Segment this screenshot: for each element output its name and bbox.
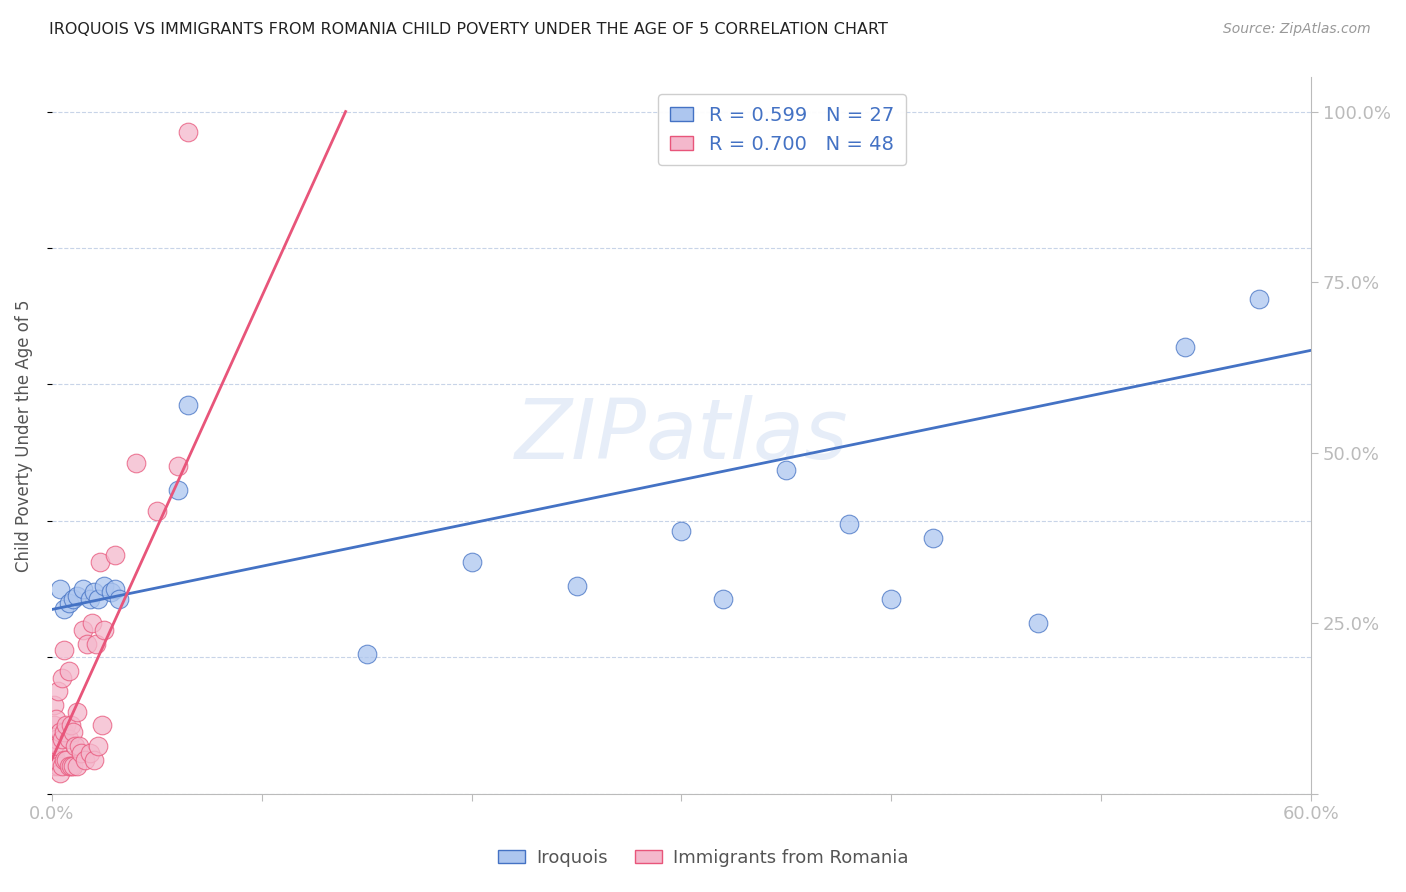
Point [51, 732, 73, 747]
Point [87, 739, 110, 753]
Point [460, 555, 482, 569]
Point [177, 398, 200, 412]
Point [1026, 616, 1049, 631]
Point [66, 705, 89, 719]
Point [79, 592, 101, 607]
Point [70, 746, 93, 760]
Point [100, 585, 122, 599]
Point [55, 753, 77, 767]
Point [51, 759, 73, 773]
Point [177, 125, 200, 139]
Point [59, 718, 82, 732]
Point [45, 732, 67, 747]
Point [42, 698, 65, 712]
Point [145, 503, 167, 517]
Point [42, 759, 65, 773]
Point [62, 725, 84, 739]
Point [51, 671, 73, 685]
Point [58, 664, 80, 678]
Point [1174, 340, 1197, 354]
Point [72, 582, 94, 596]
Point [108, 592, 131, 607]
Point [72, 623, 94, 637]
Point [58, 732, 80, 747]
Point [880, 592, 903, 607]
Point [91, 718, 114, 732]
Point [46, 684, 69, 698]
Point [83, 585, 105, 599]
Point [66, 759, 89, 773]
Point [63, 739, 86, 753]
Point [83, 753, 105, 767]
Point [49, 582, 72, 596]
Point [166, 483, 188, 497]
Point [66, 589, 89, 603]
Point [53, 753, 76, 767]
Point [89, 555, 111, 569]
Point [42, 718, 65, 732]
Point [93, 579, 115, 593]
Point [79, 746, 101, 760]
Point [49, 766, 72, 780]
Point [62, 592, 84, 607]
Point [166, 459, 188, 474]
Point [62, 759, 84, 773]
Point [53, 602, 76, 616]
Point [565, 579, 588, 593]
Point [93, 623, 115, 637]
Point [922, 531, 945, 545]
Point [84, 637, 107, 651]
Text: IROQUOIS VS IMMIGRANTS FROM ROMANIA CHILD POVERTY UNDER THE AGE OF 5 CORRELATION: IROQUOIS VS IMMIGRANTS FROM ROMANIA CHIL… [49, 22, 889, 37]
Point [45, 753, 67, 767]
Point [49, 725, 72, 739]
Point [775, 463, 797, 477]
Point [75, 753, 97, 767]
Point [125, 456, 148, 470]
Point [713, 592, 735, 607]
Point [87, 592, 110, 607]
Point [104, 548, 127, 562]
Point [46, 739, 69, 753]
Point [58, 759, 80, 773]
Text: Source: ZipAtlas.com: Source: ZipAtlas.com [1223, 22, 1371, 37]
Point [104, 582, 127, 596]
Point [1247, 292, 1270, 306]
Point [53, 725, 76, 739]
Legend: Iroquois, Immigrants from Romania: Iroquois, Immigrants from Romania [491, 842, 915, 874]
Point [42, 739, 65, 753]
Point [356, 647, 378, 661]
Legend: R = 0.599   N = 27, R = 0.700   N = 48: R = 0.599 N = 27, R = 0.700 N = 48 [658, 95, 905, 165]
Point [58, 596, 80, 610]
Y-axis label: Child Poverty Under the Age of 5: Child Poverty Under the Age of 5 [15, 300, 32, 572]
Point [55, 718, 77, 732]
Text: ZIPatlas: ZIPatlas [515, 395, 848, 476]
Point [67, 739, 90, 753]
Point [671, 524, 693, 538]
Point [46, 759, 69, 773]
Point [53, 643, 76, 657]
Point [80, 616, 103, 631]
Point [45, 712, 67, 726]
Point [838, 517, 860, 532]
Point [59, 759, 82, 773]
Point [76, 637, 98, 651]
